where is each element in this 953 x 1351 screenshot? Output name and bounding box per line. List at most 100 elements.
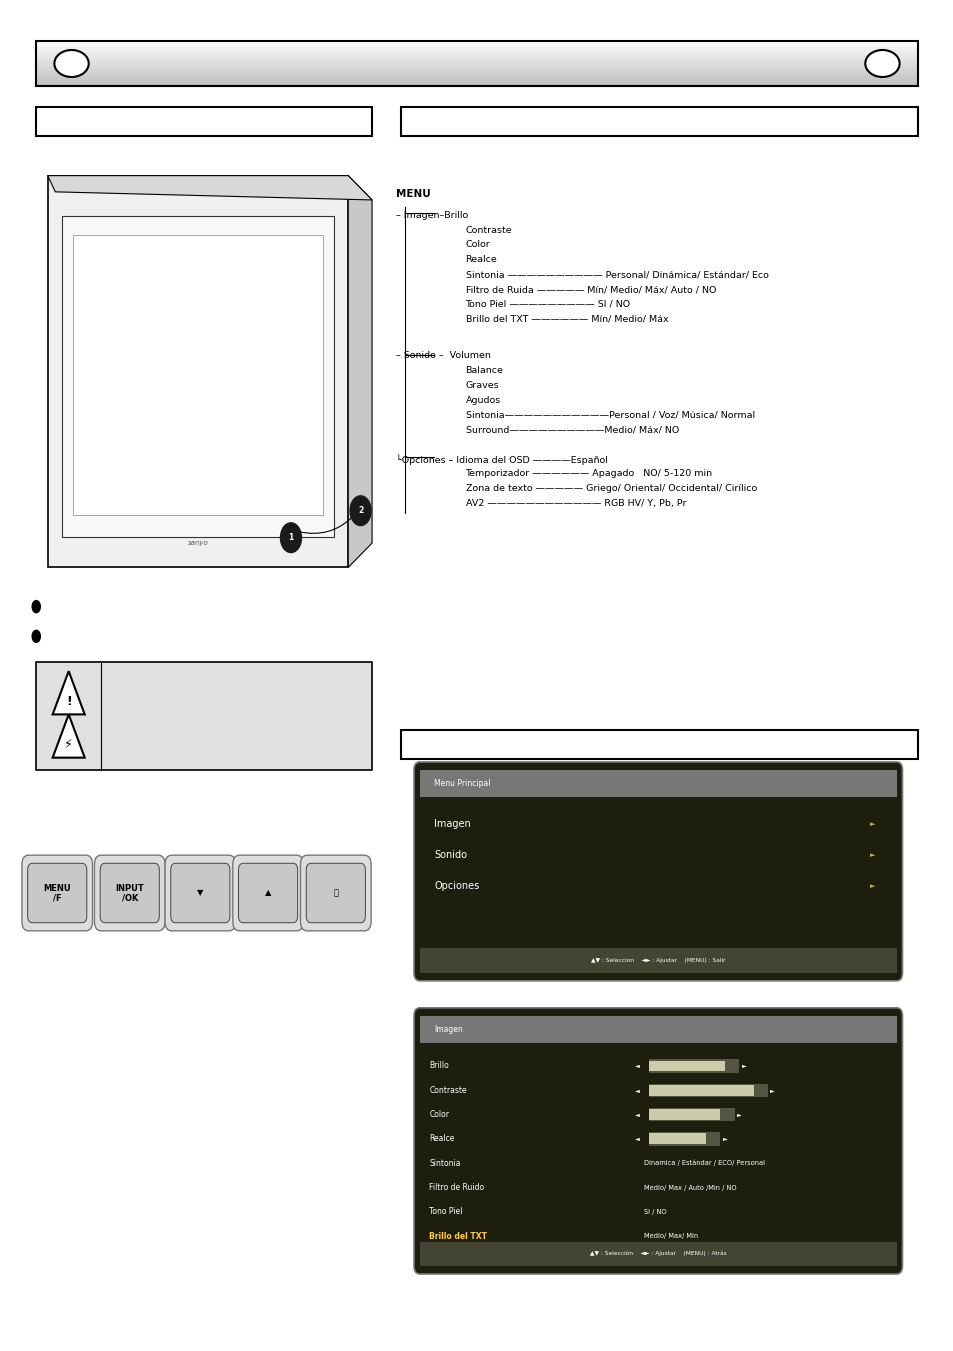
Text: Realce: Realce <box>429 1135 455 1143</box>
Text: ►: ► <box>737 1112 740 1117</box>
Bar <box>62 216 334 536</box>
Text: Realce: Realce <box>465 255 497 265</box>
Text: └Opciones – Idioma del OSD ————Español: └Opciones – Idioma del OSD ————Español <box>395 454 607 465</box>
Text: Medio/ Max / Auto /Min / NO: Medio/ Max / Auto /Min / NO <box>643 1185 736 1190</box>
Text: Contraste: Contraste <box>429 1086 466 1094</box>
Text: MENU
/F: MENU /F <box>44 884 71 902</box>
Bar <box>36 45 917 47</box>
Text: – Sonido –  Volumen: – Sonido – Volumen <box>395 351 490 361</box>
Circle shape <box>31 630 41 643</box>
Polygon shape <box>52 671 85 715</box>
Bar <box>648 1132 720 1146</box>
Text: Medio/ Max/ Min: Medio/ Max/ Min <box>643 1233 698 1239</box>
Bar <box>419 948 896 973</box>
Polygon shape <box>348 176 372 567</box>
FancyBboxPatch shape <box>414 762 902 981</box>
Text: – Imagen–Brillo: – Imagen–Brillo <box>395 211 468 220</box>
Bar <box>400 730 917 759</box>
Bar <box>648 1085 753 1096</box>
Bar <box>36 82 917 84</box>
Bar <box>419 1242 896 1266</box>
Text: Balance: Balance <box>465 366 503 376</box>
Text: Filtro de Ruido: Filtro de Ruido <box>429 1183 484 1192</box>
Text: ⚡: ⚡ <box>64 738 73 751</box>
FancyBboxPatch shape <box>165 855 235 931</box>
Text: ▲▼ : Seleccion    ◄► : Ajustar    (MENU) : Salir: ▲▼ : Seleccion ◄► : Ajustar (MENU) : Sal… <box>591 958 724 963</box>
Text: Surround——————————Medio/ Máx/ NO: Surround——————————Medio/ Máx/ NO <box>465 426 679 435</box>
Ellipse shape <box>54 50 89 77</box>
Text: SI / NO: SI / NO <box>643 1209 666 1215</box>
Text: MENU: MENU <box>395 189 430 199</box>
Text: ▼: ▼ <box>197 889 203 897</box>
Text: Sintonia —————————— Personal/ Dinámica/ Estándar/ Eco: Sintonia —————————— Personal/ Dinámica/ … <box>465 270 767 280</box>
Text: ►: ► <box>869 852 875 858</box>
Text: Imagen: Imagen <box>434 819 471 830</box>
Text: ◄: ◄ <box>635 1088 639 1093</box>
Bar <box>419 1016 896 1043</box>
FancyBboxPatch shape <box>100 863 159 923</box>
Bar <box>48 176 348 567</box>
Bar <box>36 662 372 770</box>
FancyArrowPatch shape <box>298 516 353 534</box>
Text: ◄: ◄ <box>635 1136 639 1142</box>
Text: ◄: ◄ <box>635 1063 639 1069</box>
Text: Zona de texto ————— Griego/ Oriental/ Occidental/ Cirílico: Zona de texto ————— Griego/ Oriental/ Oc… <box>465 484 756 493</box>
Bar <box>36 63 917 66</box>
Text: AV2 ———————————— RGB HV/ Y, Pb, Pr: AV2 ———————————— RGB HV/ Y, Pb, Pr <box>465 499 685 508</box>
Text: Color: Color <box>429 1111 449 1119</box>
Text: Tono Piel: Tono Piel <box>429 1208 462 1216</box>
Text: Contraste: Contraste <box>465 226 512 235</box>
FancyBboxPatch shape <box>28 863 87 923</box>
FancyBboxPatch shape <box>300 855 371 931</box>
Text: !: ! <box>66 694 71 708</box>
Bar <box>36 107 372 136</box>
Bar <box>36 61 917 63</box>
Bar <box>36 77 917 80</box>
Text: ▲▼ : Selección    ◄► : Ajustar    (MENU) : Atrás: ▲▼ : Selección ◄► : Ajustar (MENU) : Atr… <box>589 1251 726 1256</box>
Bar <box>648 1059 739 1073</box>
Text: Brillo del TXT: Brillo del TXT <box>429 1232 487 1240</box>
Bar <box>36 70 917 73</box>
Bar <box>36 73 917 76</box>
FancyBboxPatch shape <box>94 855 165 931</box>
Bar <box>36 74 917 77</box>
Text: Menu Principal: Menu Principal <box>434 780 490 788</box>
Text: Dinamica / Estándar / ECO/ Personal: Dinamica / Estándar / ECO/ Personal <box>643 1161 764 1166</box>
FancyBboxPatch shape <box>238 863 297 923</box>
Bar <box>36 84 917 86</box>
Bar <box>36 54 917 57</box>
Polygon shape <box>52 715 85 758</box>
Text: Agudos: Agudos <box>465 396 500 405</box>
Circle shape <box>350 496 371 526</box>
Bar <box>36 41 917 43</box>
Text: Imagen: Imagen <box>434 1025 462 1034</box>
Text: ►: ► <box>741 1063 745 1069</box>
Bar <box>72 235 323 515</box>
Bar <box>648 1133 705 1144</box>
Text: Sintonia———————————Personal / Voz/ Música/ Normal: Sintonia———————————Personal / Voz/ Músic… <box>465 411 754 420</box>
Text: Filtro de Ruida ————— Mín/ Medio/ Máx/ Auto / NO: Filtro de Ruida ————— Mín/ Medio/ Máx/ A… <box>465 285 715 295</box>
Text: ►: ► <box>722 1136 726 1142</box>
Text: Sonido: Sonido <box>434 850 467 861</box>
Text: ►: ► <box>869 821 875 827</box>
Bar <box>419 770 896 797</box>
Bar <box>36 50 917 53</box>
FancyBboxPatch shape <box>306 863 365 923</box>
Bar <box>36 66 917 68</box>
Text: Graves: Graves <box>465 381 498 390</box>
Bar <box>648 1109 720 1120</box>
FancyBboxPatch shape <box>171 863 230 923</box>
Text: Opciones: Opciones <box>434 881 478 892</box>
Text: ►: ► <box>869 884 875 889</box>
Bar <box>648 1084 767 1097</box>
Text: INPUT
/OK: INPUT /OK <box>115 884 144 902</box>
Text: Sintonia: Sintonia <box>429 1159 460 1167</box>
Text: ►: ► <box>770 1088 774 1093</box>
Bar <box>648 1108 734 1121</box>
Text: Tono Piel ————————— SI / NO: Tono Piel ————————— SI / NO <box>465 300 630 309</box>
Circle shape <box>280 523 301 553</box>
Bar <box>36 80 917 82</box>
Bar <box>36 57 917 59</box>
Bar <box>36 47 917 50</box>
Text: Brillo del TXT —————— Mín/ Medio/ Máx: Brillo del TXT —————— Mín/ Medio/ Máx <box>465 315 667 324</box>
